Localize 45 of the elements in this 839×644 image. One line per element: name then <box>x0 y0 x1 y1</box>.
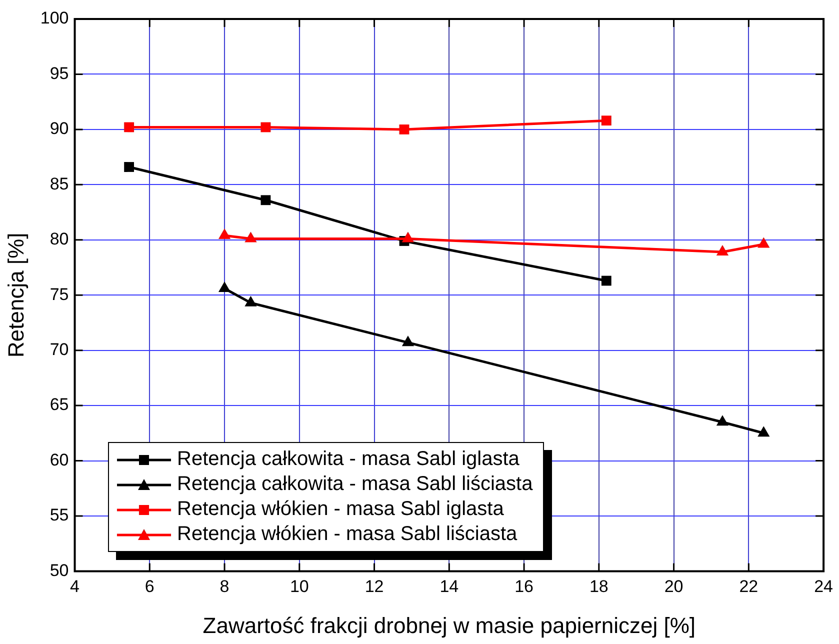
x-tick-label: 16 <box>514 577 534 596</box>
x-tick-label: 20 <box>664 577 684 596</box>
point <box>218 281 231 292</box>
x-tick-label: 14 <box>440 577 459 596</box>
point <box>218 228 231 239</box>
point <box>124 122 134 132</box>
x-tick-label: 18 <box>589 577 608 596</box>
y-tick-label: 75 <box>50 284 69 304</box>
x-tick-label: 24 <box>814 577 834 596</box>
point <box>402 336 414 346</box>
y-tick-label: 65 <box>50 395 69 414</box>
x-tick-label: 6 <box>144 577 154 596</box>
x-tick-label: 8 <box>220 577 230 596</box>
point <box>758 426 770 437</box>
x-tick-label: 12 <box>364 577 384 596</box>
x-tick-label: 10 <box>290 577 309 596</box>
point <box>244 296 257 306</box>
point <box>399 124 410 134</box>
point <box>758 237 770 248</box>
y-tick-label: 85 <box>50 174 69 194</box>
point <box>402 232 414 242</box>
y-tick-label: 95 <box>50 64 69 83</box>
point <box>260 195 271 206</box>
y-tick-label: 90 <box>50 119 69 138</box>
point <box>244 232 257 242</box>
point <box>601 116 612 126</box>
y-tick-label: 80 <box>50 230 69 249</box>
y-tick-label: 50 <box>50 560 69 580</box>
legend-label: Retencja całkowita - masa Sabl liściasta <box>177 472 533 497</box>
point <box>124 162 134 172</box>
y-tick-label: 70 <box>50 340 69 360</box>
point <box>716 245 729 256</box>
legend-label: Retencja włókien - masa Sabl liściasta <box>177 522 518 547</box>
point <box>716 415 729 426</box>
y-tick-label: 60 <box>50 450 69 470</box>
legend-label: Retencja włókien - masa Sabl iglasta <box>177 497 504 522</box>
y-tick-label: 100 <box>40 8 69 28</box>
y-tick-label: 55 <box>50 506 69 525</box>
x-tick-label: 4 <box>70 577 80 596</box>
y-axis-title: Retencja [%] <box>3 232 28 358</box>
point <box>260 122 271 132</box>
x-axis-title: Zawartość frakcji drobnej w masie papierniczej [%] <box>202 612 696 638</box>
x-tick-label: 22 <box>739 577 758 596</box>
point <box>601 276 612 286</box>
legend-label: Retencja całkowita - masa Sabl iglasta <box>177 447 520 472</box>
